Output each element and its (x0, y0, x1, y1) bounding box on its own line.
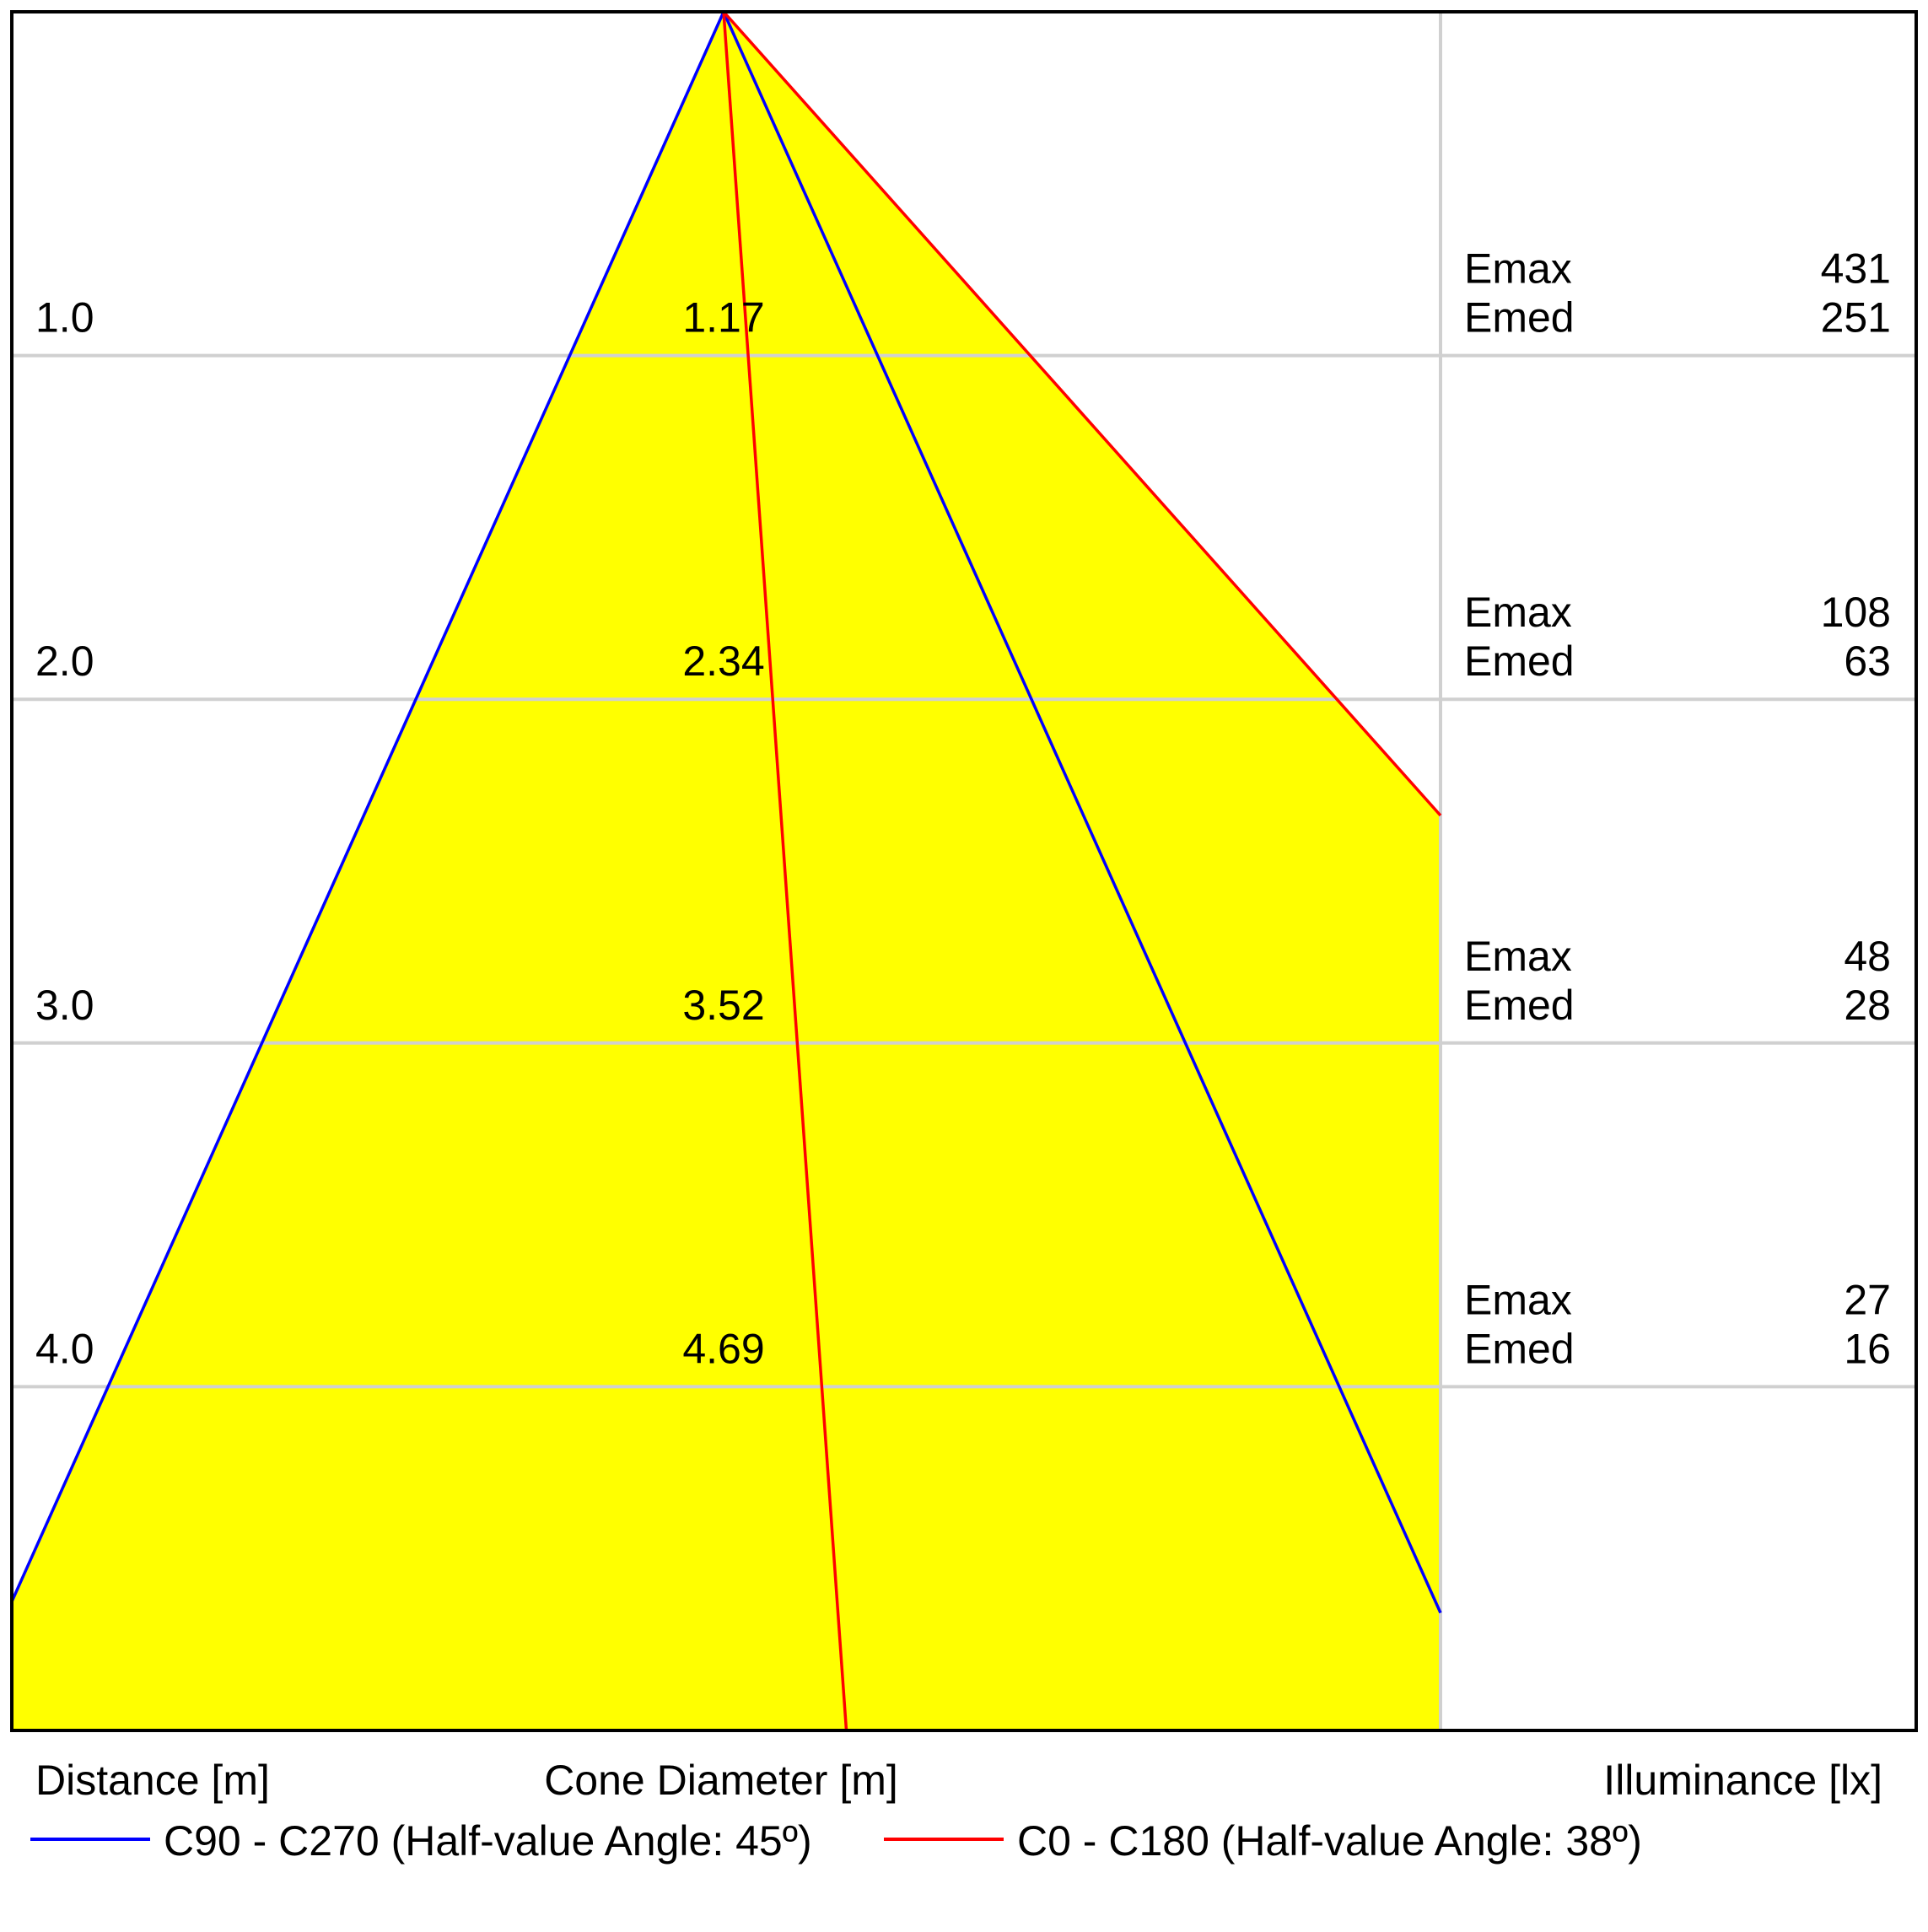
cone-diameter-axis-label: Cone Diameter [m] (544, 1757, 898, 1804)
emax-label: Emax (1464, 1276, 1572, 1323)
emed-value: 28 (1844, 982, 1891, 1029)
c0-outer-edge-line (722, 10, 1442, 817)
cone-lines-layer (10, 10, 1442, 1731)
emed-label: Emed (1464, 638, 1575, 685)
cone-diameter-label: 1.17 (682, 294, 764, 342)
distance-tick-label: 4.0 (35, 1325, 94, 1372)
emax-label: Emax (1464, 245, 1572, 293)
emax-label: Emax (1464, 589, 1572, 636)
chart-frame (10, 10, 1918, 1732)
emed-value: 251 (1821, 294, 1891, 342)
emax-value: 27 (1844, 1276, 1891, 1323)
cone-fill-area (12, 12, 1441, 1730)
label-layer: 1.0 1.17 Emax 431 Emed 251 2.0 2.34 Emax 108 Emed 6… (30, 245, 1891, 1865)
emax-value: 431 (1821, 245, 1891, 293)
distance-tick-label: 1.0 (35, 294, 94, 342)
emed-value: 63 (1844, 638, 1891, 685)
legend-label-c90: C90 - C270 (Half-value Angle: 45º) (164, 1817, 812, 1865)
emed-label: Emed (1464, 294, 1575, 342)
grid-layer (12, 12, 1916, 1730)
distance-tick-label: 3.0 (35, 982, 94, 1029)
cone-diameter-label: 3.52 (682, 982, 764, 1029)
cone-diameter-label: 4.69 (682, 1325, 764, 1372)
emax-value: 108 (1821, 589, 1891, 636)
c90-right-edge-line (722, 11, 1442, 1614)
emax-value: 48 (1844, 933, 1891, 980)
distance-tick-label: 2.0 (35, 638, 94, 685)
c90-left-edge-line (10, 11, 725, 1602)
emed-label: Emed (1464, 1325, 1575, 1372)
emax-label: Emax (1464, 933, 1572, 980)
emed-value: 16 (1844, 1325, 1891, 1372)
legend-label-c0: C0 - C180 (Half-value Angle: 38º) (1017, 1817, 1642, 1865)
emed-label: Emed (1464, 982, 1575, 1029)
distance-axis-label: Distance [m] (35, 1757, 270, 1804)
cone-diameter-label: 2.34 (682, 638, 764, 685)
c0-inner-edge-line (722, 11, 848, 1731)
frame-layer (10, 10, 1918, 1732)
cone-fill-layer (12, 12, 1441, 1730)
illuminance-axis-label: Illuminance [lx] (1603, 1757, 1882, 1804)
